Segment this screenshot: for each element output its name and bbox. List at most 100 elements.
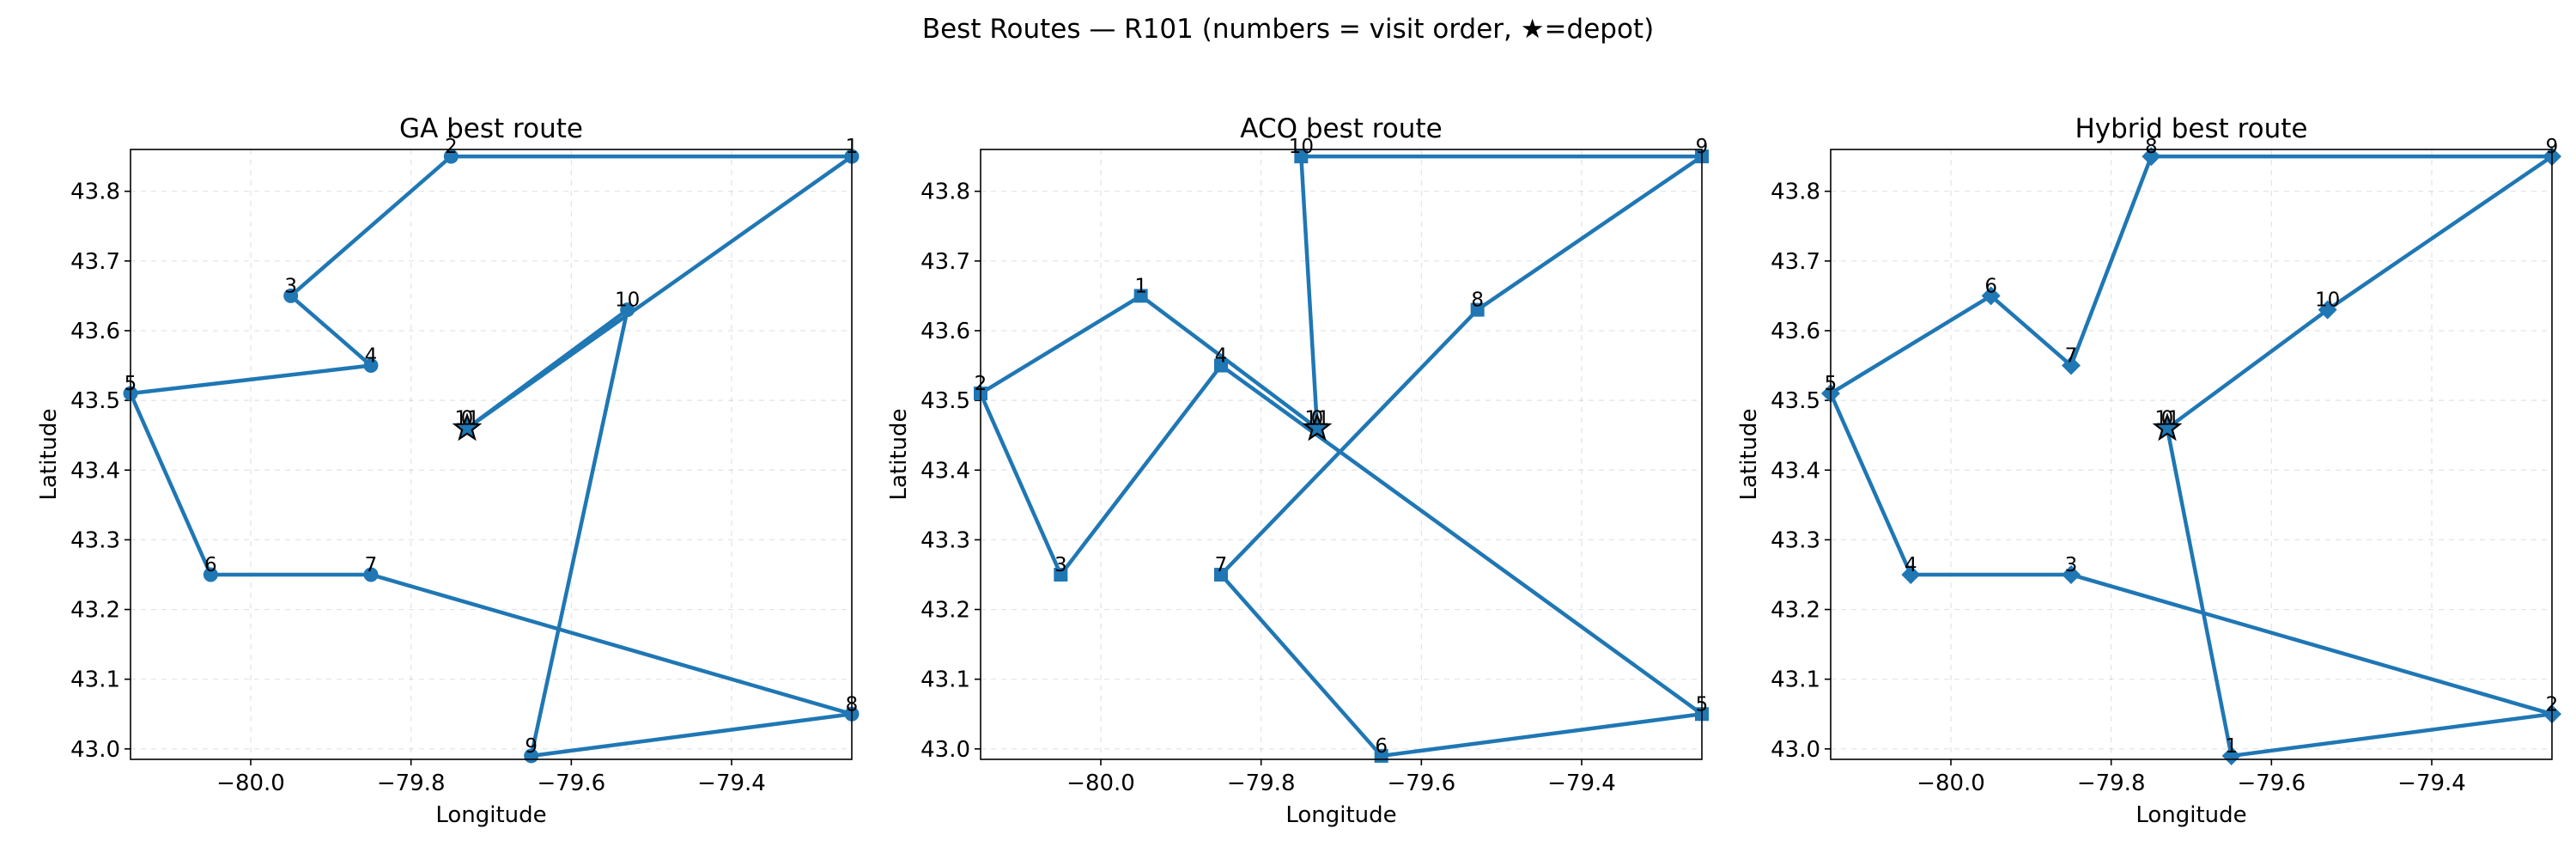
depot-label: 0 — [2161, 408, 2174, 430]
stop-marker — [203, 567, 218, 582]
visit-order-label: 1 — [1134, 275, 1147, 297]
visit-order-label: 10 — [615, 289, 640, 312]
visit-order-label: 7 — [365, 554, 378, 576]
stop-marker — [2062, 564, 2081, 584]
figure-suptitle: Best Routes — R101 (numbers = visit orde… — [922, 14, 1654, 45]
route-layer — [981, 154, 1702, 758]
y-axis: 43.0 43.1 43.2 43.3 43.4 43.5 43.6 43.7 43.8 — [1771, 180, 1831, 763]
y-tick-label: 43.3 — [1771, 527, 1820, 553]
visit-order-label: 10 — [1289, 136, 1314, 158]
y-tick-label: 43.7 — [1771, 249, 1820, 275]
stop-marker — [1054, 567, 1068, 582]
stop-marker — [1133, 289, 1148, 303]
stop-marker — [2318, 300, 2337, 320]
x-axis-label: Longitude — [435, 802, 546, 828]
visit-order-label: 10 — [2315, 289, 2340, 312]
visit-order-label: 9 — [1696, 136, 1709, 158]
y-tick-label: 43.4 — [70, 458, 120, 484]
y-tick-label: 43.8 — [70, 180, 120, 205]
y-tick-label: 43.7 — [70, 249, 120, 275]
y-tick-label: 43.0 — [920, 737, 970, 763]
y-tick-label: 43.1 — [70, 667, 120, 693]
y-axis-label: Latitude — [886, 408, 912, 500]
visit-order-label: 6 — [1984, 275, 1997, 297]
y-tick-label: 43.3 — [920, 527, 970, 553]
visit-order-label: 4 — [1905, 554, 1917, 576]
panel-3: −80.0 −79.8 −79.6 −79.4 43.0 43.1 43.2 43.3 43.4… — [1736, 113, 2561, 828]
depot-label: 0 — [461, 408, 474, 430]
grid — [981, 149, 1702, 759]
panel-2: −80.0 −79.8 −79.6 −79.4 43.0 43.1 43.2 43.3 43.4… — [886, 113, 1709, 828]
subplot-panels: −80.0 −79.8 −79.6 −79.4 43.0 43.1 43.2 43.3 43.4… — [36, 113, 2561, 828]
x-tick-label: −79.6 — [537, 771, 605, 796]
y-tick-label: 43.5 — [920, 388, 970, 414]
stop-marker — [1214, 358, 1228, 373]
y-tick-label: 43.6 — [70, 319, 120, 344]
x-axis-label: Longitude — [2136, 802, 2246, 828]
visit-order-label: 8 — [1471, 289, 1484, 312]
y-axis-label: Latitude — [36, 408, 62, 500]
depot-label: 11 — [2154, 408, 2179, 430]
visit-order-label: 6 — [204, 554, 217, 576]
y-tick-label: 43.6 — [920, 319, 970, 344]
depot-star-icon — [452, 412, 483, 442]
visit-order-label: 4 — [365, 345, 378, 368]
depot-star-icon — [2152, 412, 2183, 442]
stop-marker — [620, 302, 635, 318]
stop-marker — [363, 567, 379, 582]
x-tick-label: −79.8 — [377, 771, 446, 796]
stop-marker — [363, 358, 379, 374]
x-tick-label: −79.4 — [1547, 771, 1616, 796]
depot-label: 0 — [1311, 408, 1324, 430]
x-tick-label: −79.4 — [697, 771, 766, 796]
y-tick-label: 43.6 — [1771, 319, 1820, 344]
route-layer — [131, 154, 852, 758]
depot-label: 11 — [454, 408, 479, 430]
y-tick-label: 43.0 — [1771, 737, 1820, 763]
route-layer — [1831, 154, 2552, 758]
stop-marker — [1981, 286, 2001, 306]
visit-order-label: 2 — [445, 136, 458, 158]
x-tick-label: −80.0 — [1917, 771, 1985, 796]
visit-order-label: 3 — [284, 275, 297, 297]
x-axis-label: Longitude — [1285, 802, 1396, 828]
stop-marker — [2142, 147, 2161, 167]
x-tick-label: −79.8 — [1227, 771, 1296, 796]
x-tick-label: −80.0 — [1066, 771, 1135, 796]
panel-title: ACO best route — [1240, 113, 1442, 144]
visit-order-label: 1 — [846, 136, 859, 158]
route-line — [131, 154, 852, 758]
y-tick-label: 43.2 — [1771, 598, 1820, 624]
route-line — [981, 154, 1702, 758]
x-tick-label: −79.6 — [2237, 771, 2306, 796]
x-axis: −80.0 −79.8 −79.6 −79.4 — [216, 759, 766, 796]
stop-marker — [1214, 567, 1228, 582]
y-tick-label: 43.4 — [920, 458, 970, 484]
stop-marker — [283, 288, 299, 303]
visit-order-label: 9 — [525, 735, 538, 758]
visit-order-label: 9 — [2546, 136, 2559, 158]
visit-order-label: 3 — [1054, 554, 1067, 576]
visit-order-label: 6 — [1375, 735, 1388, 758]
visit-order-label: 1 — [2225, 735, 2238, 758]
y-tick-label: 43.1 — [920, 667, 970, 693]
y-axis: 43.0 43.1 43.2 43.3 43.4 43.5 43.6 43.7 43.8 — [70, 180, 131, 763]
x-axis: −80.0 −79.8 −79.6 −79.4 — [1917, 759, 2466, 796]
y-tick-label: 43.2 — [70, 598, 120, 624]
stop-marker — [1901, 564, 1921, 584]
stop-marker — [1470, 302, 1485, 317]
route-markers — [974, 149, 1709, 763]
x-tick-label: −79.8 — [2077, 771, 2146, 796]
x-tick-label: −79.6 — [1387, 771, 1455, 796]
y-tick-label: 43.5 — [1771, 388, 1820, 414]
stop-marker — [2062, 356, 2081, 375]
panel-title: GA best route — [399, 113, 583, 144]
axes-frame — [980, 149, 1703, 760]
route-line — [1831, 154, 2552, 758]
y-tick-label: 43.7 — [920, 249, 970, 275]
depot-label: 11 — [1304, 408, 1329, 430]
